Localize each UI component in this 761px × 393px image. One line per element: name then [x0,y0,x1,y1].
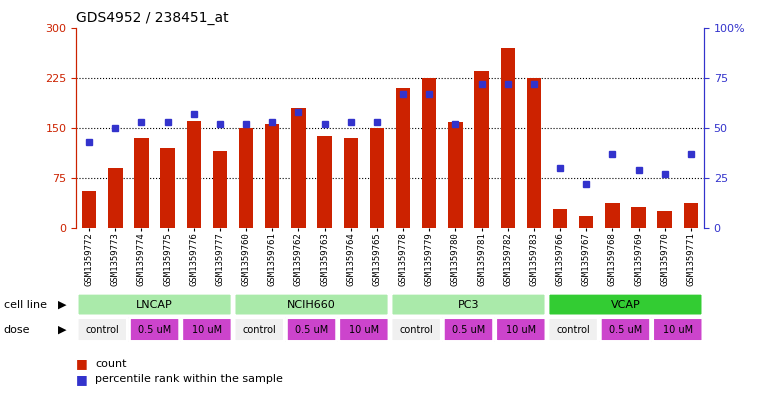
FancyBboxPatch shape [653,318,703,342]
Bar [213,151,228,228]
FancyBboxPatch shape [77,318,127,342]
Text: LNCAP: LNCAP [136,299,173,310]
FancyBboxPatch shape [600,318,651,342]
FancyBboxPatch shape [182,318,232,342]
FancyBboxPatch shape [129,318,180,342]
FancyBboxPatch shape [548,293,703,316]
Text: count: count [95,358,126,369]
Bar [291,108,306,228]
Text: cell line: cell line [4,299,47,310]
Bar [552,209,567,228]
Bar [265,124,279,228]
Text: percentile rank within the sample: percentile rank within the sample [95,374,283,384]
Text: GDS4952 / 238451_at: GDS4952 / 238451_at [76,11,229,25]
FancyBboxPatch shape [234,318,285,342]
Bar [448,122,463,228]
Bar [343,138,358,228]
Text: control: control [400,325,433,334]
Bar [186,121,201,228]
Text: ▶: ▶ [58,299,67,310]
Text: 10 uM: 10 uM [663,325,693,334]
Bar [317,136,332,228]
Text: 0.5 uM: 0.5 uM [295,325,328,334]
FancyBboxPatch shape [495,318,546,342]
Text: NCIH660: NCIH660 [287,299,336,310]
Bar [161,148,175,228]
Text: 0.5 uM: 0.5 uM [452,325,485,334]
Bar [239,128,253,228]
FancyBboxPatch shape [286,318,336,342]
Text: ▶: ▶ [58,325,67,334]
Bar [501,48,515,228]
Bar [134,138,148,228]
Text: 0.5 uM: 0.5 uM [138,325,171,334]
Bar [422,78,437,228]
Text: 10 uM: 10 uM [349,325,379,334]
FancyBboxPatch shape [391,318,441,342]
Text: control: control [242,325,276,334]
FancyBboxPatch shape [77,293,232,316]
FancyBboxPatch shape [391,293,546,316]
FancyBboxPatch shape [444,318,494,342]
Bar [396,88,410,228]
Bar [632,207,646,228]
Bar [82,191,97,228]
Bar [658,211,672,228]
Bar [579,216,594,228]
Text: ■: ■ [76,373,88,386]
Text: control: control [85,325,119,334]
Bar [527,78,541,228]
Text: control: control [556,325,590,334]
FancyBboxPatch shape [548,318,598,342]
Bar [605,202,619,228]
FancyBboxPatch shape [339,318,389,342]
Text: ■: ■ [76,357,88,370]
Bar [683,202,698,228]
Text: 10 uM: 10 uM [506,325,536,334]
Text: VCAP: VCAP [610,299,640,310]
Text: dose: dose [4,325,30,334]
Text: PC3: PC3 [457,299,479,310]
Bar [474,71,489,228]
Text: 0.5 uM: 0.5 uM [609,325,642,334]
Text: 10 uM: 10 uM [192,325,222,334]
Bar [370,128,384,228]
Bar [108,168,123,228]
FancyBboxPatch shape [234,293,389,316]
